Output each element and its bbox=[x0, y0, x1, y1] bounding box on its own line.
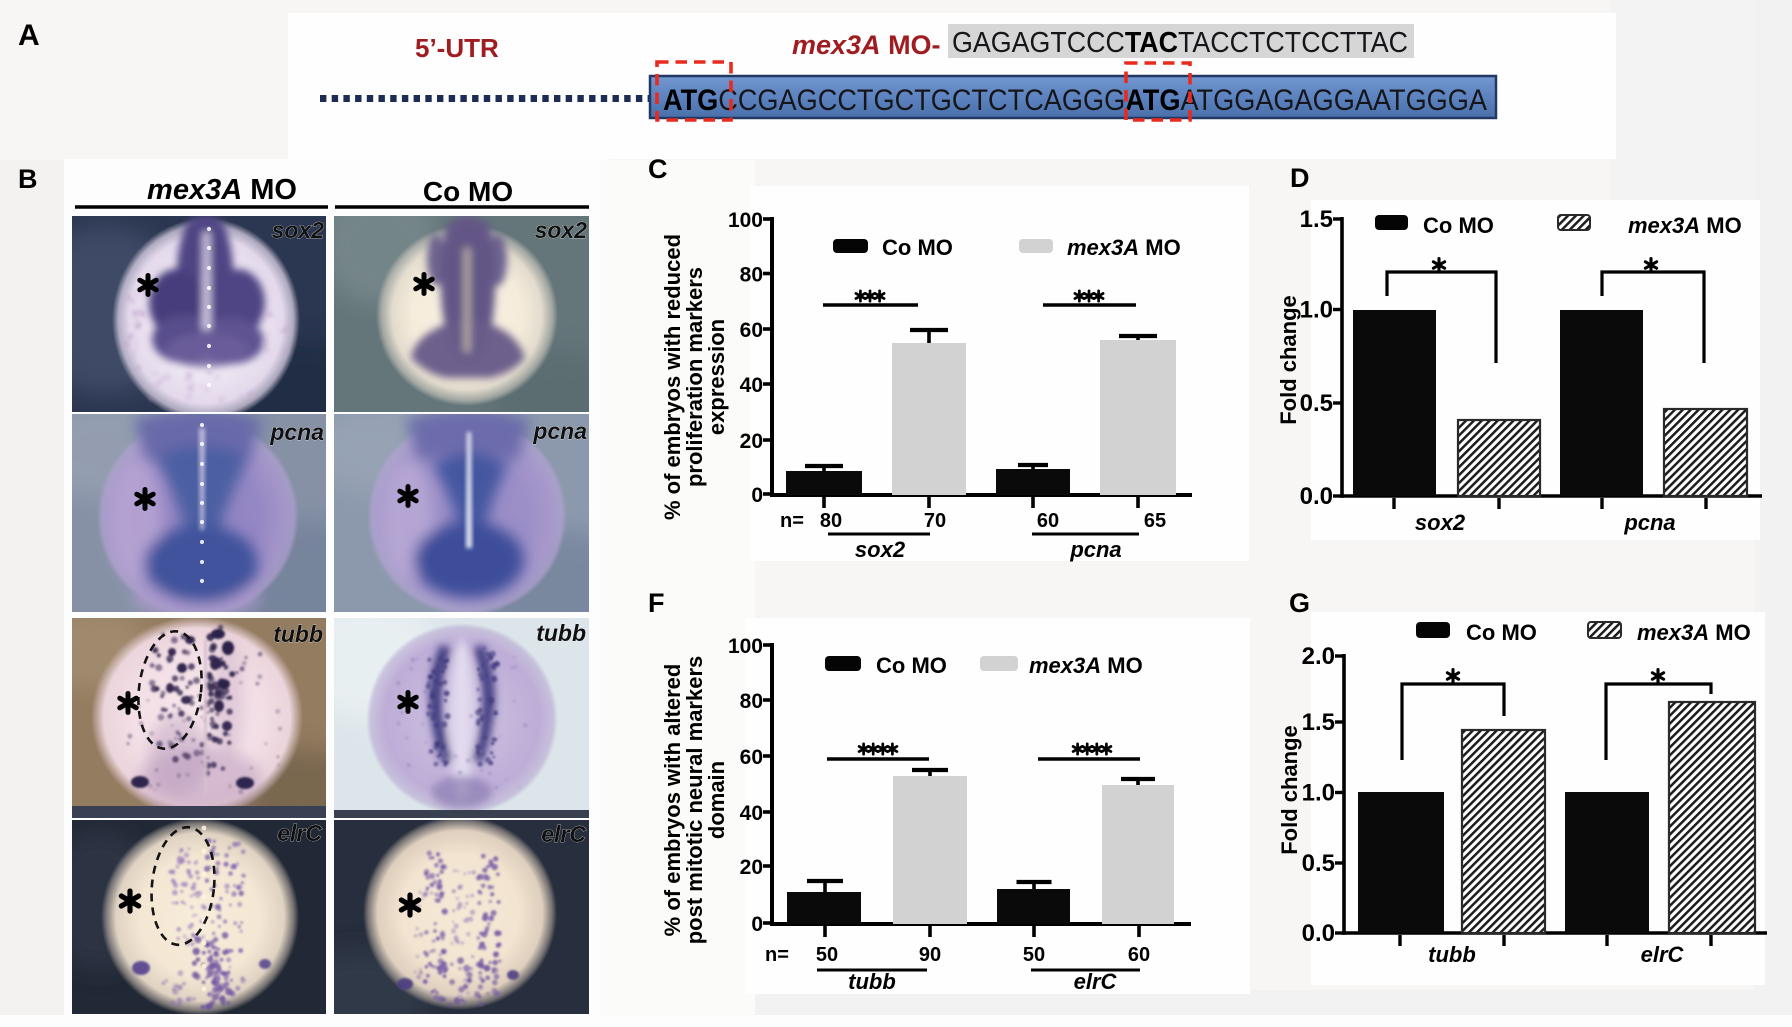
svg-text:mex3A MO: mex3A MO bbox=[1628, 213, 1742, 238]
svg-text:elrC: elrC bbox=[541, 821, 586, 847]
svg-text:GAGAGTCCCTACTACCTCTCCTTAC: GAGAGTCCCTACTACCTCTCCTTAC bbox=[952, 27, 1408, 59]
svg-text:20: 20 bbox=[740, 856, 763, 879]
svg-text:70: 70 bbox=[924, 510, 946, 532]
svg-text:pcna: pcna bbox=[1623, 510, 1675, 535]
svg-text:Co MO: Co MO bbox=[1466, 620, 1537, 645]
svg-text:tubb: tubb bbox=[848, 969, 896, 994]
svg-text:0.0: 0.0 bbox=[1300, 483, 1333, 510]
svg-text:F: F bbox=[648, 588, 665, 618]
svg-text:sox2: sox2 bbox=[855, 537, 906, 562]
svg-text:tubb: tubb bbox=[273, 621, 323, 647]
svg-text:A: A bbox=[18, 19, 40, 52]
svg-text:1.5: 1.5 bbox=[1302, 709, 1335, 736]
svg-text:60: 60 bbox=[740, 319, 763, 342]
svg-text:1.0: 1.0 bbox=[1302, 780, 1335, 807]
svg-text:G: G bbox=[1289, 588, 1310, 618]
svg-text:40: 40 bbox=[740, 802, 763, 825]
svg-text:elrC: elrC bbox=[277, 820, 322, 846]
svg-text:1.0: 1.0 bbox=[1300, 297, 1333, 324]
svg-text:B: B bbox=[18, 164, 38, 194]
svg-text:0: 0 bbox=[751, 913, 763, 936]
svg-text:Co MO: Co MO bbox=[1423, 213, 1494, 238]
svg-text:D: D bbox=[1290, 163, 1310, 193]
svg-text:pcna: pcna bbox=[532, 418, 587, 444]
svg-text:0: 0 bbox=[751, 484, 763, 507]
svg-text:mex3A MO: mex3A MO bbox=[1067, 235, 1181, 260]
svg-text:n=: n= bbox=[765, 944, 789, 966]
svg-text:0.5: 0.5 bbox=[1300, 390, 1333, 417]
svg-text:sox2: sox2 bbox=[535, 217, 588, 243]
svg-text:domain: domain bbox=[704, 761, 729, 839]
svg-text:0.5: 0.5 bbox=[1302, 850, 1335, 877]
svg-text:% of embryos with reduced: % of embryos with reduced bbox=[660, 234, 685, 520]
svg-text:80: 80 bbox=[820, 510, 842, 532]
svg-text:60: 60 bbox=[1037, 510, 1059, 532]
svg-text:40: 40 bbox=[740, 374, 763, 397]
svg-text:100: 100 bbox=[728, 209, 763, 232]
svg-text:Co MO: Co MO bbox=[876, 653, 947, 678]
svg-text:Fold change: Fold change bbox=[1276, 295, 1301, 425]
svg-text:5’-UTR: 5’-UTR bbox=[415, 33, 499, 63]
svg-text:C: C bbox=[648, 154, 668, 184]
svg-text:1.5: 1.5 bbox=[1300, 206, 1333, 233]
svg-text:Co MO: Co MO bbox=[882, 235, 953, 260]
svg-text:ATGCCGAGCCTGCTGCTCTCAGGGATGATG: ATGCCGAGCCTGCTGCTCTCAGGGATGATGGAGAGGAATG… bbox=[663, 84, 1487, 117]
svg-text:sox2: sox2 bbox=[272, 217, 325, 243]
svg-text:80: 80 bbox=[740, 690, 763, 713]
svg-text:80: 80 bbox=[740, 264, 763, 287]
svg-text:Fold change: Fold change bbox=[1277, 725, 1302, 855]
svg-text:proliferation markers: proliferation markers bbox=[682, 267, 707, 487]
svg-text:elrC: elrC bbox=[1074, 969, 1118, 994]
svg-text:mex3A MO: mex3A MO bbox=[1029, 653, 1143, 678]
svg-text:mex3A MO-: mex3A MO- bbox=[792, 30, 941, 60]
svg-text:elrC: elrC bbox=[1641, 942, 1685, 967]
svg-text:post mitotic neural markers: post mitotic neural markers bbox=[682, 656, 707, 945]
svg-text:sox2: sox2 bbox=[1415, 510, 1466, 535]
svg-text:mex3A MO: mex3A MO bbox=[1637, 620, 1751, 645]
svg-text:tubb: tubb bbox=[536, 620, 586, 646]
svg-text:50: 50 bbox=[816, 944, 838, 966]
svg-text:Co MO: Co MO bbox=[423, 176, 513, 207]
svg-text:expression: expression bbox=[704, 319, 729, 435]
svg-text:mex3A MO: mex3A MO bbox=[147, 174, 297, 206]
svg-text:tubb: tubb bbox=[1428, 942, 1476, 967]
svg-text:100: 100 bbox=[728, 635, 763, 658]
svg-text:50: 50 bbox=[1023, 944, 1045, 966]
svg-text:65: 65 bbox=[1144, 510, 1166, 532]
svg-text:pcna: pcna bbox=[1069, 537, 1121, 562]
svg-text:20: 20 bbox=[740, 430, 763, 453]
svg-text:n=: n= bbox=[780, 510, 804, 532]
svg-text:90: 90 bbox=[919, 944, 941, 966]
svg-text:60: 60 bbox=[740, 746, 763, 769]
svg-text:pcna: pcna bbox=[269, 419, 324, 445]
svg-text:60: 60 bbox=[1128, 944, 1150, 966]
svg-text:2.0: 2.0 bbox=[1302, 643, 1335, 670]
svg-text:% of embryos with altered: % of embryos with altered bbox=[660, 664, 685, 937]
svg-text:0.0: 0.0 bbox=[1302, 920, 1335, 947]
